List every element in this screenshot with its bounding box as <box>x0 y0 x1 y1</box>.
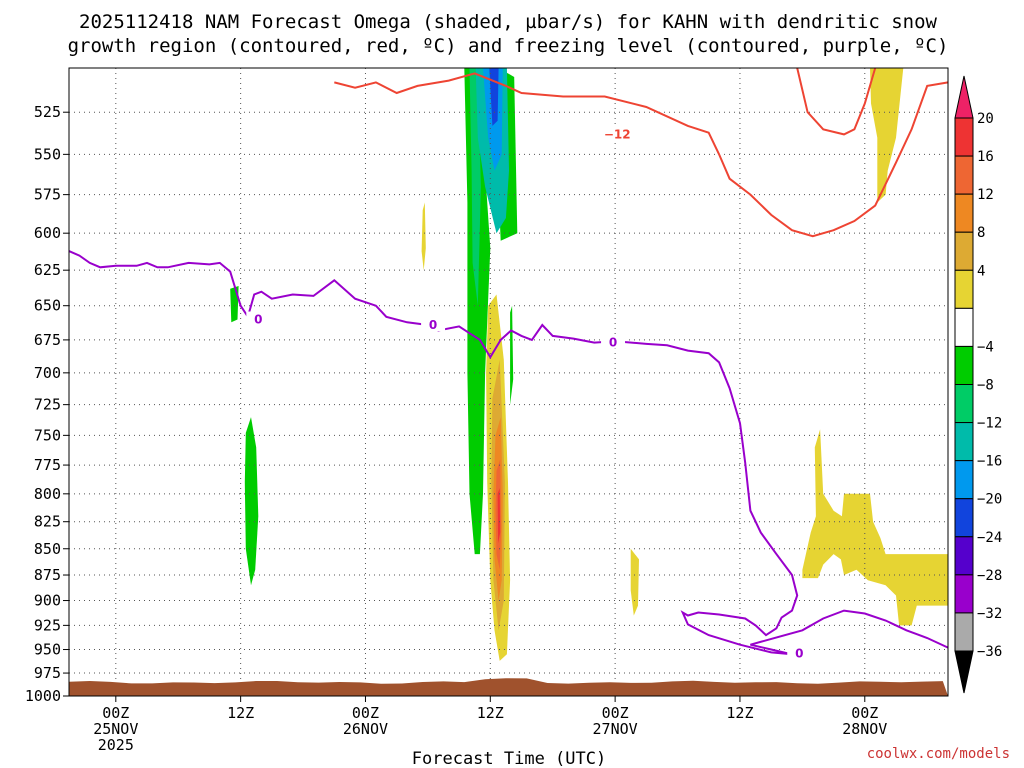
x-tick-label: 00Z <box>602 704 629 722</box>
colorbar-label: −8 <box>977 378 994 394</box>
colorbar-label: 12 <box>977 187 994 203</box>
colorbar-label: −32 <box>977 606 1002 622</box>
colorbar-label: −16 <box>977 454 1002 470</box>
x-tick-label: 27NOV <box>593 720 638 738</box>
y-tick-label: 700 <box>34 364 61 382</box>
omega-region <box>421 202 426 271</box>
omega-region <box>230 286 239 323</box>
contours: −12 0 0 0 0 <box>68 67 949 660</box>
title-line-1: 2025112418 NAM Forecast Omega (shaded, µ… <box>79 11 937 33</box>
contour-label-zero-bg <box>601 334 626 349</box>
omega-region <box>464 68 491 555</box>
y-tick-label: 650 <box>34 297 61 315</box>
plot-frame <box>68 67 949 697</box>
contour-label-zero-bg <box>787 645 812 660</box>
omega-region <box>870 68 904 203</box>
contour-label-zero-bg <box>246 311 271 326</box>
colorbar-segment <box>954 269 974 309</box>
colorbar-top-cap <box>954 75 974 119</box>
colorbar-label: 8 <box>977 225 985 241</box>
credit-text: coolwx.com/models <box>867 746 1010 762</box>
y-tick-label: 525 <box>34 103 61 121</box>
colorbar-label: −28 <box>977 568 1002 584</box>
contour-label-zero: 0 <box>254 313 262 327</box>
contour-label-zero-bg <box>421 317 446 332</box>
y-tick-label: 975 <box>34 664 61 682</box>
chart-title: 2025112418 NAM Forecast Omega (shaded, µ… <box>68 11 949 57</box>
colorbar-segment <box>954 231 974 271</box>
colorbar-segment <box>954 117 974 157</box>
colorbar: 20 16 12 8 4 −4 −8 −12 −16 −20 −24 −28 −32 −36 <box>954 75 1002 694</box>
colorbar-segment <box>954 422 974 462</box>
colorbar-label: 4 <box>977 263 985 279</box>
x-tick-label: 25NOV <box>93 720 138 738</box>
terrain-band <box>69 678 948 696</box>
y-tick-label: 825 <box>34 513 61 531</box>
colorbar-label: 16 <box>977 149 994 165</box>
title-line-2: growth region (contoured, red, ºC) and f… <box>68 35 949 57</box>
colorbar-segment <box>954 384 974 424</box>
y-tick-label: 750 <box>34 426 61 444</box>
x-tick-label: 12Z <box>227 704 254 722</box>
y-tick-label: 900 <box>34 592 61 610</box>
x-axis-label: Forecast Time (UTC) <box>412 749 606 768</box>
y-tick-label: 925 <box>34 616 61 634</box>
colorbar-segment <box>954 193 974 233</box>
colorbar-segment <box>954 498 974 538</box>
x-tick-label: 00Z <box>851 704 878 722</box>
omega-region <box>802 429 948 626</box>
contour-label-minus12-bg <box>605 126 630 141</box>
y-tick-label: 725 <box>34 396 61 414</box>
y-tick-label: 550 <box>34 145 61 163</box>
colorbar-segment <box>954 612 974 652</box>
x-tick-label: 00Z <box>102 704 129 722</box>
y-tick-label: 775 <box>34 456 61 474</box>
colorbar-label: −20 <box>977 492 1002 508</box>
y-tick-label: 575 <box>34 186 61 204</box>
contour-label-zero: 0 <box>795 646 803 660</box>
y-tick-label: 800 <box>34 485 61 503</box>
colorbar-segment <box>954 155 974 195</box>
y-tick-label: 675 <box>34 331 61 349</box>
contour-label-zero: 0 <box>609 336 617 350</box>
terrain-fill <box>69 678 948 696</box>
omega-region <box>244 417 259 586</box>
y-tick-label: 850 <box>34 540 61 558</box>
snow-growth-contour-lobe <box>796 67 877 136</box>
x-tick-label: 12Z <box>726 704 753 722</box>
colorbar-segment <box>954 307 974 347</box>
omega-shading <box>230 68 948 661</box>
colorbar-label: −12 <box>977 416 1002 432</box>
colorbar-label: −36 <box>977 644 1002 660</box>
y-tick-label: 625 <box>34 261 61 279</box>
colorbar-segment <box>954 574 974 614</box>
colorbar-label: −4 <box>977 339 994 355</box>
contour-label-minus12: −12 <box>604 127 631 141</box>
x-tick-label: 2025 <box>98 736 134 754</box>
colorbar-bottom-cap <box>954 650 974 694</box>
contour-label-zero: 0 <box>429 318 437 332</box>
y-tick-label: 1000 <box>25 687 61 705</box>
x-tick-label: 26NOV <box>343 720 388 738</box>
snow-growth-contour <box>334 72 949 238</box>
y-tick-label: 875 <box>34 566 61 584</box>
plot-area: −12 0 0 0 0 <box>68 67 949 697</box>
y-tick-label: 950 <box>34 641 61 659</box>
colorbar-segment <box>954 536 974 576</box>
colorbar-segment <box>954 345 974 385</box>
colorbar-segment <box>954 460 974 500</box>
omega-region <box>510 305 514 405</box>
x-tick-label: 12Z <box>477 704 504 722</box>
omega-region <box>630 548 639 616</box>
colorbar-label: 20 <box>977 111 994 127</box>
x-tick-label: 00Z <box>352 704 379 722</box>
y-axis: 525 550 575 600 625 650 675 700 725 750 775 800 825 8… <box>25 103 69 705</box>
omega-region <box>497 488 501 544</box>
y-tick-label: 600 <box>34 224 61 242</box>
colorbar-label: −24 <box>977 530 1002 546</box>
x-tick-label: 28NOV <box>842 720 887 738</box>
